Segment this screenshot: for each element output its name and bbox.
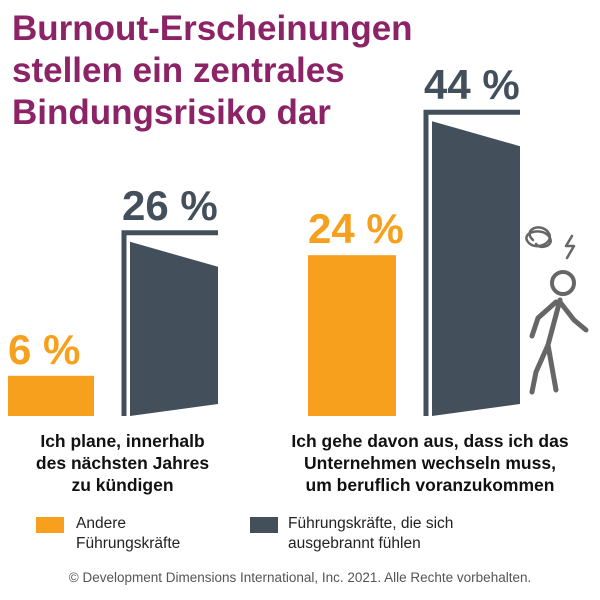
- category-1-line-2: des nächsten Jahres: [35, 453, 210, 473]
- category-1-line-1: Ich plane, innerhalb: [40, 431, 205, 451]
- category-label-1: Ich plane, innerhalb des nächsten Jahres…: [15, 430, 230, 496]
- door-frame-2: [423, 109, 520, 416]
- legend-label-2: Führungskräfte, die sich ausgebrannt füh…: [288, 514, 453, 554]
- legend-label-1: Andere Führungskräfte: [76, 514, 180, 554]
- chart-title: Burnout-Erscheinungen stellen ein zentra…: [12, 8, 432, 134]
- stressed-walking-person-icon: [525, 226, 589, 395]
- category-label-2: Ich gehe davon aus, dass ich das Unterne…: [270, 430, 590, 496]
- category-2-line-1: Ich gehe davon aus, dass ich das: [291, 431, 569, 451]
- bar-dark-1: [130, 241, 218, 416]
- title-line-1: Burnout-Erscheinungen: [12, 9, 413, 48]
- value-label-orange-2: 24 %: [308, 205, 404, 252]
- category-2-line-3: um beruflich voranzukommen: [305, 475, 555, 495]
- bars-group: [8, 109, 520, 416]
- bar-dark-2: [432, 121, 520, 416]
- legend-1-line-2: Führungskräfte: [76, 535, 181, 552]
- legend-swatch-orange: [36, 517, 64, 533]
- legend-1-line-1: Andere: [76, 515, 126, 532]
- value-label-dark-2: 44 %: [424, 61, 520, 108]
- value-label-dark-1: 26 %: [122, 182, 218, 229]
- bar-orange-2: [308, 255, 396, 416]
- value-label-orange-1: 6 %: [8, 326, 80, 373]
- legend-swatch-dark: [250, 517, 278, 533]
- category-1-line-3: zu kündigen: [71, 475, 174, 495]
- value-labels-group: 6 % 26 % 24 % 44 %: [8, 61, 520, 373]
- title-line-3: Bindungsrisiko dar: [12, 93, 331, 132]
- copyright-footer: © Development Dimensions International, …: [68, 570, 532, 585]
- category-2-line-2: Unternehmen wechseln muss,: [304, 453, 556, 473]
- legend-2-line-1: Führungskräfte, die sich: [288, 515, 454, 532]
- legend-2-line-2: ausgebrannt fühlen: [288, 535, 421, 552]
- title-line-2: stellen ein zentrales: [12, 51, 345, 90]
- bar-orange-1: [8, 375, 94, 416]
- door-frame-1: [121, 230, 218, 416]
